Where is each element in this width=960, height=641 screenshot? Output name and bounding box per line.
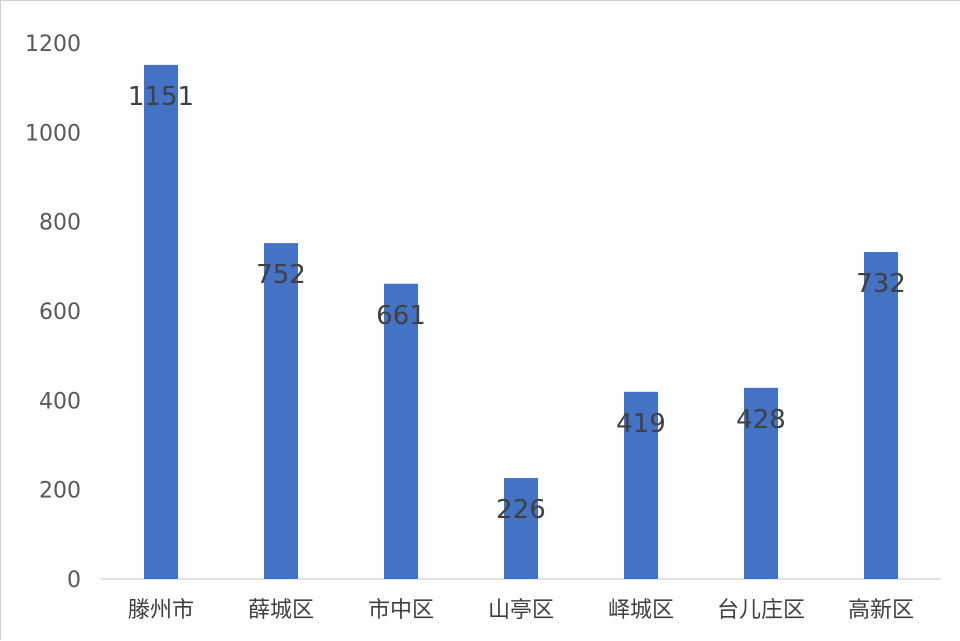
data-label: 752 [256, 260, 306, 290]
y-tick-label: 0 [67, 568, 81, 593]
x-category-label: 市中区 [368, 598, 434, 623]
y-tick-label: 200 [39, 479, 81, 504]
y-tick-label: 1200 [25, 32, 81, 57]
bar [504, 478, 538, 579]
y-tick-label: 600 [39, 300, 81, 325]
data-label: 732 [856, 269, 906, 299]
x-axis-category-labels: 滕州市 薛城区 市中区 山亭区 峄城区 台儿庄区 高新区 [128, 598, 914, 623]
data-label: 428 [736, 405, 786, 435]
data-label: 1151 [128, 82, 194, 112]
x-category-label: 滕州市 [128, 598, 194, 623]
y-tick-label: 1000 [25, 121, 81, 146]
bar [144, 64, 178, 580]
y-axis-ticks: 0 200 400 600 800 1000 1200 [25, 32, 81, 593]
x-category-label: 薛城区 [248, 598, 314, 623]
y-tick-label: 800 [39, 211, 81, 236]
bar [384, 283, 418, 579]
x-category-label: 山亭区 [488, 598, 554, 623]
y-tick-label: 400 [39, 389, 81, 414]
bar [264, 243, 298, 579]
bar [864, 252, 898, 580]
data-labels: 1151 752 661 226 419 428 732 [128, 82, 906, 525]
x-category-label: 高新区 [848, 598, 914, 623]
bar [744, 387, 778, 579]
x-category-label: 台儿庄区 [717, 598, 805, 623]
data-label: 226 [496, 495, 546, 525]
data-label: 661 [376, 301, 426, 331]
bars [144, 64, 898, 580]
x-category-label: 峄城区 [608, 598, 674, 623]
data-label: 419 [616, 409, 666, 439]
bar [624, 391, 658, 579]
